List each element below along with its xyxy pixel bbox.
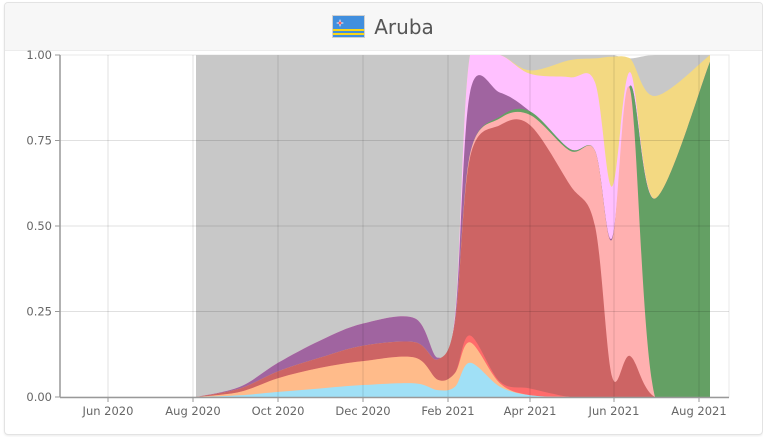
area-peach <box>196 342 710 397</box>
area-light-blue <box>196 362 710 397</box>
flag-stripe <box>333 29 365 31</box>
y-tick-label: 1.00 <box>26 48 52 62</box>
gridlines <box>60 55 729 397</box>
x-tick-label: Feb 2021 <box>421 404 474 418</box>
title-bar: Aruba <box>5 3 762 50</box>
x-tick-label: Oct 2020 <box>252 404 305 418</box>
aruba-flag-icon <box>333 16 365 37</box>
x-tick-label: Aug 2021 <box>671 404 726 418</box>
stacked-areas <box>196 55 710 398</box>
x-tick-label: Dec 2020 <box>335 404 390 418</box>
card-header <box>5 3 762 51</box>
x-tick-label: Jun 2020 <box>82 404 134 418</box>
flag-star-icon <box>336 19 345 27</box>
y-ticks: 0.00 0.25 0.50 0.75 1.00 <box>26 48 60 404</box>
flag-stripe <box>333 33 365 35</box>
y-tick-label: 0.00 <box>26 390 52 404</box>
x-ticks: Jun 2020 Aug 2020 Oct 2020 Dec 2020 Feb 2021… <box>82 397 727 418</box>
x-tick-label: Apr 2021 <box>504 404 557 418</box>
chart-title: Aruba <box>374 14 434 39</box>
area-dark-red <box>196 119 710 397</box>
x-tick-label: Jun 2021 <box>588 404 640 418</box>
y-tick-label: 0.25 <box>26 305 52 319</box>
y-tick-label: 0.50 <box>26 219 52 233</box>
y-tick-label: 0.75 <box>26 134 52 148</box>
x-tick-label: Aug 2020 <box>165 404 220 418</box>
